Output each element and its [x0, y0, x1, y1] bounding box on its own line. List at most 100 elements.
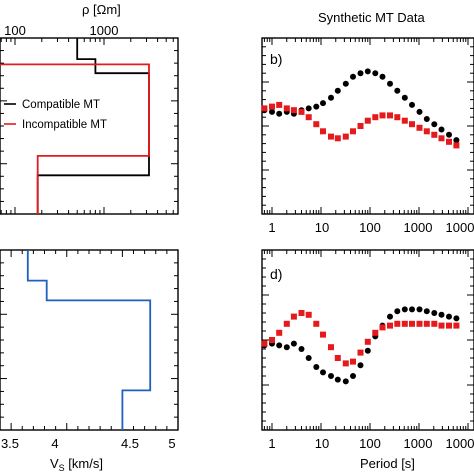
- vs-profile-line: [26, 250, 152, 430]
- apparent-resistivity-point: [269, 103, 275, 110]
- resistivity-profile-line: [0, 63, 150, 214]
- apparent-resistivity-point: [328, 133, 334, 140]
- phase-point: [320, 331, 326, 338]
- period-tick-label: 1000: [446, 436, 474, 451]
- apparent-resistivity-point: [334, 135, 341, 142]
- phase-point: [416, 320, 423, 327]
- phase-point: [379, 324, 386, 331]
- apparent-resistivity-point: [423, 116, 430, 122]
- phase-point: [357, 362, 364, 369]
- phase-point: [409, 320, 415, 327]
- phase-point: [438, 322, 445, 329]
- phase-point: [342, 378, 349, 385]
- phase-point: [313, 364, 320, 370]
- vs-tick-label: 5: [168, 436, 175, 451]
- phase-point: [276, 342, 283, 349]
- apparent-resistivity-point: [276, 110, 283, 117]
- phase-point: [431, 320, 438, 327]
- phase-point: [283, 344, 290, 351]
- apparent-resistivity-point: [438, 135, 445, 142]
- phase-point: [276, 329, 283, 336]
- phase-point: [401, 306, 408, 313]
- apparent-resistivity-point: [372, 70, 379, 77]
- period-axis-title: Period [s]: [360, 456, 415, 471]
- phase-point: [387, 313, 393, 320]
- synthetic-title: Synthetic MT Data: [318, 10, 425, 25]
- apparent-resistivity-point: [423, 128, 430, 135]
- phase-point: [446, 313, 452, 320]
- phase-point: [438, 311, 445, 318]
- legend: Compatible MT Incompatible MT: [4, 99, 107, 131]
- apparent-resistivity-point: [305, 105, 312, 112]
- apparent-resistivity-point: [387, 112, 393, 119]
- phase-point: [423, 320, 430, 327]
- apparent-resistivity-point: [342, 80, 349, 87]
- apparent-resistivity-point: [261, 105, 268, 112]
- apparent-resistivity-point: [409, 121, 415, 128]
- apparent-resistivity-point: [320, 100, 326, 107]
- apparent-resistivity-point: [446, 138, 452, 145]
- phase-point: [409, 306, 415, 313]
- period-tick-label-b: 1000: [404, 220, 433, 235]
- legend-entry-incompatible: Incompatible MT: [22, 119, 107, 131]
- vs-tick-label: 4: [51, 436, 58, 451]
- apparent-resistivity-point: [416, 108, 423, 115]
- vs-tick-label: 3.5: [1, 436, 19, 451]
- panel-b-frame: [261, 37, 474, 215]
- phase-point: [334, 376, 341, 383]
- period-tick-label-b: 1: [268, 220, 275, 235]
- rho-tick-label: 1000: [90, 23, 119, 38]
- period-tick-label-b: 10: [315, 220, 329, 235]
- apparent-resistivity-point: [409, 101, 415, 108]
- apparent-resistivity-point: [379, 112, 386, 119]
- vs-tick-label: 4.5: [121, 436, 139, 451]
- phase-point: [334, 355, 341, 361]
- apparent-resistivity-point: [431, 121, 438, 128]
- phase-point: [313, 320, 320, 327]
- phase-point: [305, 355, 312, 361]
- apparent-resistivity-point: [313, 121, 320, 128]
- phase-point: [387, 322, 393, 329]
- rho-axis-label: ρ [Ωm]: [82, 2, 121, 17]
- apparent-resistivity-point: [269, 108, 275, 115]
- apparent-resistivity-point: [328, 94, 334, 101]
- apparent-resistivity-point: [401, 94, 408, 101]
- axis-ticks: [0, 38, 474, 430]
- phase-point: [269, 337, 275, 343]
- apparent-resistivity-point: [453, 137, 460, 144]
- phase-point: [350, 358, 356, 365]
- period-tick-label-b: 100: [359, 220, 381, 235]
- phase-point: [328, 344, 334, 351]
- phase-point: [290, 340, 297, 347]
- phase-point: [372, 329, 379, 336]
- apparent-resistivity-point: [438, 126, 445, 133]
- apparent-resistivity-point: [357, 123, 364, 129]
- phase-point: [305, 311, 312, 318]
- phase-point: [290, 313, 297, 320]
- apparent-resistivity-point: [350, 128, 356, 135]
- apparent-resistivity-point: [276, 101, 283, 108]
- phase-point: [394, 320, 401, 327]
- phase-point: [261, 340, 268, 347]
- apparent-resistivity-point: [342, 133, 349, 140]
- apparent-resistivity-point: [350, 73, 356, 80]
- apparent-resistivity-point: [290, 107, 297, 114]
- phase-point: [283, 320, 290, 327]
- apparent-resistivity-point: [379, 73, 386, 80]
- apparent-resistivity-point: [401, 117, 408, 124]
- apparent-resistivity-point: [320, 128, 326, 135]
- phase-point: [357, 349, 364, 356]
- apparent-resistivity-point: [364, 117, 371, 124]
- phase-point: [453, 322, 460, 329]
- apparent-resistivity-point: [298, 108, 305, 115]
- apparent-resistivity-point: [305, 114, 312, 121]
- resistivity-profile-line: [36, 38, 150, 214]
- phase-point: [364, 347, 371, 354]
- apparent-resistivity-point: [446, 131, 452, 138]
- phase-point: [350, 373, 356, 379]
- apparent-resistivity-point: [372, 114, 379, 121]
- chart-marks: [0, 38, 460, 430]
- apparent-resistivity-point: [416, 124, 423, 131]
- apparent-resistivity-point: [364, 68, 371, 75]
